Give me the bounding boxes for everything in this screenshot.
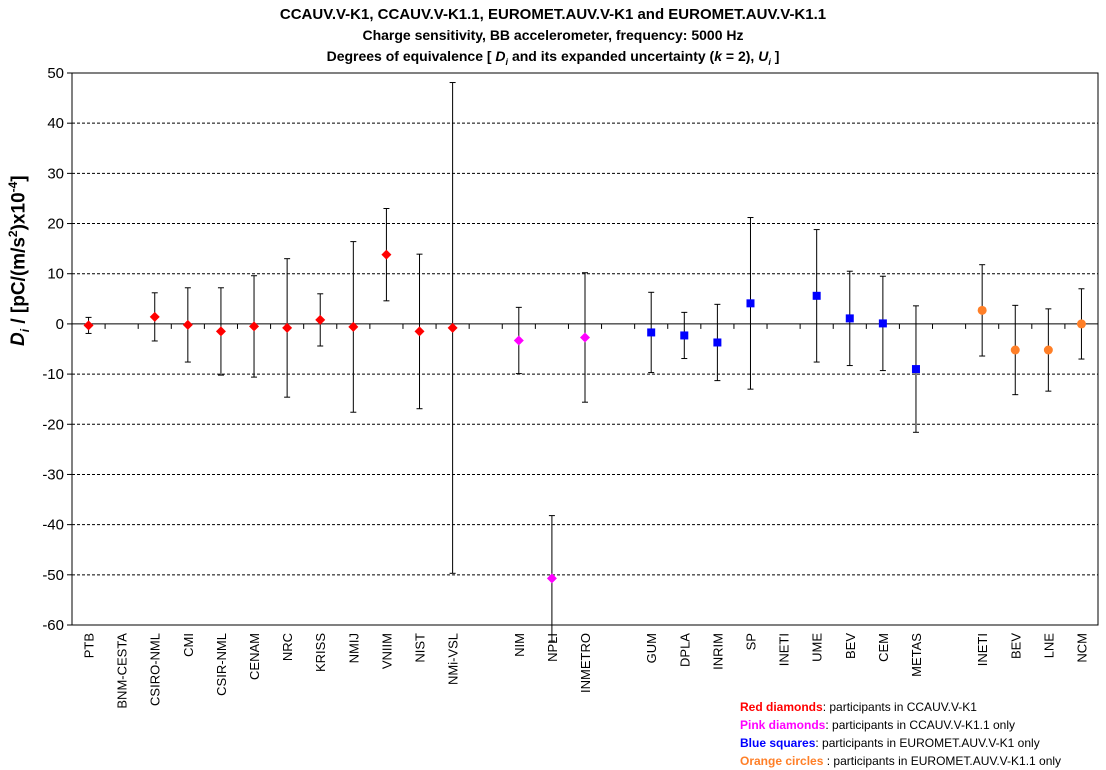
x-tick-label: CSIRO-NML: [148, 633, 163, 706]
x-tick-label: NMIJ: [346, 633, 361, 663]
x-tick-label: CEM: [876, 633, 891, 662]
data-point: [249, 321, 260, 332]
data-point: [149, 311, 160, 322]
chart-subtitle-2: Degrees of equivalence [ Di and its expa…: [326, 48, 780, 67]
x-tick-label: NIST: [413, 633, 428, 663]
x-tick-label: PTB: [82, 633, 97, 658]
data-point: [282, 322, 293, 333]
y-tick-label: -50: [42, 567, 64, 584]
data-point: [215, 326, 226, 337]
x-tick-label: LNE: [1041, 633, 1056, 659]
y-tick-label: 30: [47, 165, 64, 182]
data-point: [513, 335, 524, 346]
x-tick-label: GUM: [644, 633, 659, 663]
data-point: [546, 573, 557, 584]
y-tick-label: -10: [42, 366, 64, 383]
legend-key: Pink diamonds: [740, 718, 826, 732]
chart-subtitle: Charge sensitivity, BB accelerometer, fr…: [362, 27, 744, 43]
data-point: [878, 319, 887, 328]
y-tick-label: 20: [47, 216, 64, 233]
data-point: [447, 322, 458, 333]
legend-key: Orange circles: [740, 754, 824, 768]
data-point: [83, 320, 94, 331]
x-tick-label: BEV: [1008, 633, 1023, 659]
legend-text: : participants in CCAUV.V-K1.1 only: [825, 718, 1016, 732]
chart-title: CCAUV.V-K1, CCAUV.V-K1.1, EUROMET.AUV.V-…: [279, 6, 827, 23]
legend-entry: Red diamonds: participants in CCAUV.V-K1: [740, 698, 1061, 716]
x-tick-label: CENAM: [247, 633, 262, 680]
y-tick-label: -60: [42, 617, 64, 634]
data-point: [1043, 345, 1053, 355]
x-tick-label: KRISS: [313, 633, 328, 672]
legend-key: Red diamonds: [740, 700, 823, 714]
x-tick-label: NRC: [280, 633, 295, 661]
data-point: [680, 331, 689, 340]
y-axis-label: Di / [pC/(m/s2)x10-4]: [6, 175, 33, 346]
legend: Red diamonds: participants in CCAUV.V-K1…: [740, 698, 1061, 770]
y-tick-label: 40: [47, 115, 64, 132]
data-point: [315, 314, 326, 325]
data-point: [812, 291, 821, 300]
x-tick-label: DPLA: [677, 633, 692, 667]
x-tick-label: NPLI: [545, 633, 560, 662]
data-point: [746, 299, 755, 308]
y-tick-label: -20: [42, 416, 64, 433]
x-tick-label: BEV: [843, 633, 858, 659]
x-tick-label: INRIM: [710, 633, 725, 670]
x-tick-label: BNM-CESTA: [115, 633, 130, 709]
x-tick-label: UME: [810, 633, 825, 662]
y-tick-label: 10: [47, 266, 64, 283]
legend-entry: Orange circles : participants in EUROMET…: [740, 752, 1061, 770]
data-point: [182, 319, 193, 330]
data-point: [845, 314, 854, 323]
data-point: [348, 321, 359, 332]
legend-text: : participants in EUROMET.AUV.V-K1.1 onl…: [823, 754, 1062, 768]
x-tick-label: METAS: [909, 633, 924, 677]
x-tick-label: CSIR-NML: [214, 633, 229, 696]
data-point: [647, 328, 656, 337]
x-tick-label: VNIIM: [379, 633, 394, 669]
y-tick-label: -30: [42, 466, 64, 483]
x-tick-label: SP: [743, 633, 758, 650]
x-tick-label: CMI: [181, 633, 196, 657]
x-tick-label: NMi-VSL: [446, 633, 461, 685]
data-point: [580, 332, 590, 343]
data-point: [911, 365, 920, 374]
legend-entry: Blue squares: participants in EUROMET.AU…: [740, 734, 1061, 752]
y-tick-label: 0: [56, 316, 64, 333]
data-point: [713, 338, 722, 347]
x-tick-label: NCM: [1074, 633, 1089, 663]
data-point: [1076, 319, 1086, 329]
data-point: [381, 249, 392, 260]
x-tick-label: INMETRO: [578, 633, 593, 693]
x-tick-label: NIM: [512, 633, 527, 657]
chart-titles: CCAUV.V-K1, CCAUV.V-K1.1, EUROMET.AUV.V-…: [0, 4, 1106, 73]
y-tick-label: -40: [42, 517, 64, 534]
x-tick-label: INETI: [975, 633, 990, 666]
data-point: [1010, 345, 1020, 355]
legend-text: : participants in EUROMET.AUV.V-K1 only: [815, 736, 1040, 750]
data-point: [977, 305, 987, 315]
legend-text: : participants in CCAUV.V-K1: [822, 700, 977, 714]
data-point: [414, 326, 425, 337]
y-tick-label: 50: [47, 65, 64, 82]
legend-key: Blue squares: [740, 736, 816, 750]
legend-entry: Pink diamonds: participants in CCAUV.V-K…: [740, 716, 1061, 734]
x-tick-label: INETI: [777, 633, 792, 666]
